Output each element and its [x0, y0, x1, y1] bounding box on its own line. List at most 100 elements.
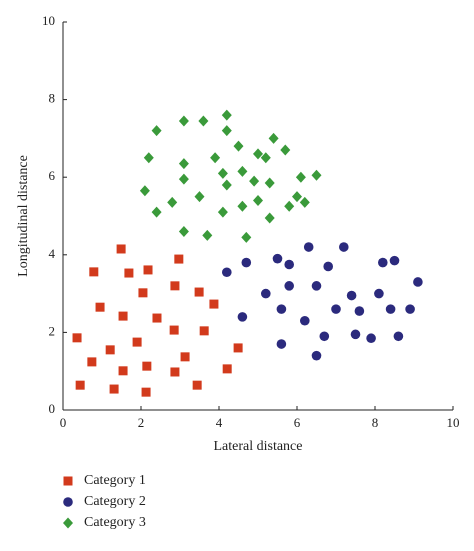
point [167, 196, 178, 208]
y-tick-label: 6 [49, 168, 56, 183]
point [378, 257, 388, 268]
point [295, 171, 306, 183]
point [241, 231, 252, 243]
point [241, 257, 252, 268]
point [222, 364, 232, 374]
point [233, 343, 243, 353]
point [385, 304, 396, 314]
point [393, 331, 404, 342]
point [284, 259, 295, 270]
point [124, 268, 134, 278]
point [233, 140, 244, 152]
point [253, 194, 263, 206]
point [118, 366, 128, 376]
x-tick-label: 2 [138, 415, 145, 430]
point [221, 109, 232, 121]
point [217, 206, 228, 218]
point [311, 281, 322, 291]
point [237, 200, 248, 212]
point [180, 352, 190, 362]
point [268, 132, 279, 144]
point [194, 287, 204, 297]
y-tick-label: 10 [42, 13, 55, 28]
legend-label: Category 3 [84, 515, 146, 530]
point [299, 196, 310, 208]
point [198, 115, 209, 127]
point [217, 167, 228, 179]
point [264, 212, 275, 224]
point [178, 226, 189, 238]
point [202, 229, 213, 241]
point [152, 313, 162, 323]
point [170, 281, 180, 291]
point [142, 361, 152, 371]
y-tick-label: 2 [49, 323, 56, 338]
point [174, 254, 184, 264]
point [89, 267, 99, 277]
point [132, 337, 142, 347]
point [292, 191, 302, 203]
point [221, 179, 232, 191]
legend-marker [63, 517, 73, 529]
point [350, 329, 361, 340]
point [141, 387, 151, 397]
point [143, 265, 153, 275]
point [169, 325, 179, 335]
point [237, 312, 248, 322]
point [139, 185, 150, 197]
point [178, 158, 189, 170]
point [346, 290, 357, 301]
point [210, 152, 221, 164]
x-tick-label: 8 [372, 415, 379, 430]
x-axis-label: Lateral distance [213, 439, 302, 454]
point [284, 281, 295, 291]
y-axis-label: Longitudinal distance [16, 155, 31, 277]
point [105, 345, 115, 355]
y-tick-label: 0 [49, 401, 56, 416]
point [194, 191, 205, 203]
x-tick-label: 10 [447, 415, 460, 430]
point [331, 304, 341, 314]
point [319, 331, 330, 342]
point [178, 173, 189, 185]
point [75, 380, 85, 390]
point [249, 175, 260, 187]
point [222, 267, 232, 278]
point [276, 304, 287, 314]
point [221, 125, 232, 137]
point [253, 148, 263, 160]
point [311, 350, 322, 361]
point [413, 277, 423, 287]
point [339, 242, 349, 252]
point [116, 244, 126, 254]
y-tick-label: 8 [49, 91, 56, 106]
point [284, 200, 295, 212]
point [323, 261, 334, 272]
point [138, 288, 148, 298]
point [366, 333, 376, 344]
y-tick-label: 4 [49, 246, 56, 261]
point [237, 165, 248, 177]
point [303, 242, 314, 252]
point [151, 206, 162, 218]
point [311, 169, 322, 181]
legend-marker [63, 476, 73, 486]
point [354, 306, 365, 316]
point [170, 367, 180, 377]
point [276, 339, 287, 349]
point [192, 380, 202, 390]
point [72, 333, 82, 343]
point [151, 125, 162, 137]
point [300, 315, 310, 326]
point [261, 288, 271, 299]
point [389, 255, 400, 266]
point [87, 357, 97, 367]
x-tick-label: 6 [294, 415, 301, 430]
x-tick-label: 4 [216, 415, 223, 430]
point [374, 288, 384, 299]
point [260, 152, 271, 164]
legend-label: Category 1 [84, 473, 146, 488]
point [209, 299, 219, 309]
x-tick-label: 0 [60, 415, 67, 430]
